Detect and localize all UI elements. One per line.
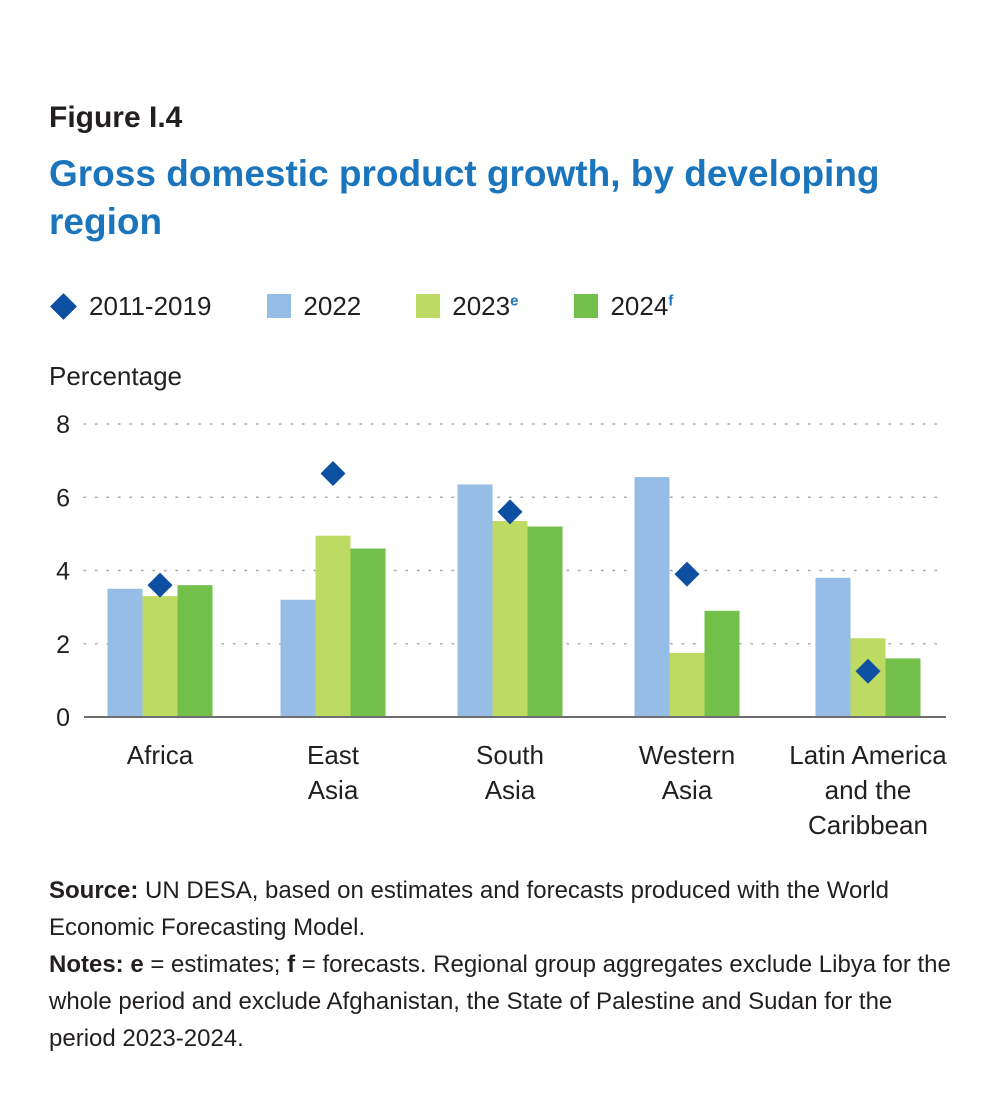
y-tick-label: 4 bbox=[56, 558, 70, 586]
legend-diamond-marker bbox=[50, 292, 77, 320]
x-category-label: Africa bbox=[127, 740, 194, 770]
legend-item-2022: 2022 bbox=[267, 291, 361, 322]
marker-2011-2019 bbox=[147, 572, 173, 598]
bar-2023e bbox=[492, 521, 528, 717]
bar-2022 bbox=[107, 588, 143, 717]
bar-2024f bbox=[527, 526, 563, 717]
marker-2011-2019 bbox=[320, 460, 346, 486]
x-category-label: East bbox=[307, 740, 360, 770]
y-tick-label: 6 bbox=[56, 484, 70, 512]
legend-swatch bbox=[574, 294, 599, 318]
legend-label: 2024f bbox=[610, 290, 674, 321]
x-category-label: South bbox=[476, 740, 544, 770]
figure-notes: Source: UN DESA, based on estimates and … bbox=[49, 872, 959, 1057]
x-category-label: Asia bbox=[308, 775, 359, 805]
notes-text: Notes: e = estimates; f = forecasts. Reg… bbox=[49, 951, 951, 1052]
bar-2022 bbox=[457, 484, 493, 717]
x-category-label: Caribbean bbox=[808, 810, 928, 840]
bar-2022 bbox=[634, 477, 670, 717]
legend-item-2011-2019: 2011-2019 bbox=[48, 291, 211, 322]
x-category-label: Asia bbox=[662, 775, 713, 805]
chart-legend: 2011-2019 2022 2023e 2024f bbox=[48, 288, 729, 324]
y-tick-label: 8 bbox=[56, 411, 70, 439]
legend-label: 2023e bbox=[452, 290, 519, 321]
legend-sup-e: e bbox=[510, 291, 519, 309]
legend-item-2024: 2024f bbox=[574, 291, 673, 322]
bar-2024f bbox=[350, 548, 386, 717]
gdp-growth-chart: Percentage 0 2 4 6 8 Africa East Asia South Asia We… bbox=[49, 361, 947, 840]
marker-2011-2019 bbox=[497, 499, 523, 525]
figure-label: Figure I.4 bbox=[49, 101, 183, 134]
source-note: Source: UN DESA, based on estimates and … bbox=[49, 877, 889, 941]
x-category-label: and the bbox=[825, 775, 912, 805]
bar-2023e bbox=[669, 652, 705, 717]
bar-2024f bbox=[885, 658, 921, 717]
bar-2022 bbox=[280, 599, 316, 717]
bar-2022 bbox=[815, 577, 851, 717]
marker-2011-2019 bbox=[674, 561, 700, 587]
legend-item-2023: 2023e bbox=[416, 291, 518, 322]
bar-2024f bbox=[177, 585, 213, 717]
bar-2024f bbox=[704, 610, 740, 717]
legend-swatch bbox=[416, 294, 441, 318]
y-axis-label: Percentage bbox=[49, 361, 182, 391]
y-tick-label: 0 bbox=[56, 704, 70, 732]
legend-sup-f: f bbox=[668, 291, 674, 309]
x-category-label: Latin America bbox=[789, 740, 947, 770]
bar-2023e bbox=[142, 596, 178, 717]
marker-2011-2019 bbox=[855, 658, 881, 684]
bar-2023e bbox=[315, 535, 351, 717]
legend-label: 2011-2019 bbox=[89, 290, 212, 321]
x-category-label: Asia bbox=[485, 775, 536, 805]
legend-label: 2022 bbox=[303, 290, 362, 321]
figure-title: Gross domestic product growth, by develo… bbox=[49, 153, 880, 242]
x-category-label: Western bbox=[639, 740, 735, 770]
legend-swatch bbox=[267, 294, 292, 318]
y-tick-label: 2 bbox=[56, 631, 70, 659]
